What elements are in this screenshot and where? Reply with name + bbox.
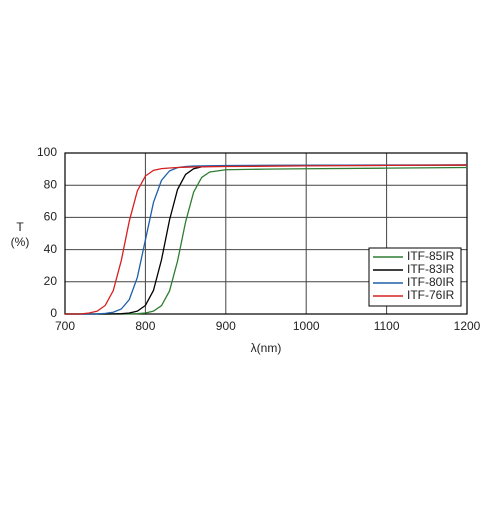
y-tick-label: 100	[37, 145, 57, 159]
y-axis-unit: (%)	[11, 235, 30, 249]
x-tick-label: 900	[216, 319, 236, 333]
x-tick-label: 700	[55, 319, 75, 333]
plot-frame	[64, 152, 468, 315]
legend-label: ITF-85IR	[407, 249, 455, 263]
x-tick-label: 800	[135, 319, 155, 333]
x-tick-label: 1200	[454, 319, 481, 333]
legend-label: ITF-76IR	[407, 288, 455, 302]
series-line	[65, 164, 468, 315]
legend-label: ITF-83IR	[407, 262, 455, 276]
y-axis-label: T	[16, 220, 24, 234]
series-line	[65, 164, 468, 315]
y-tick-label: 0	[50, 306, 57, 320]
x-tick-label: 1100	[374, 319, 400, 333]
y-tick-label: 40	[44, 242, 58, 256]
y-tick-label: 80	[44, 177, 58, 191]
x-axis-label: λ(nm)	[251, 341, 282, 355]
x-tick-label: 1000	[293, 319, 320, 333]
y-tick-label: 60	[44, 210, 58, 224]
y-tick-label: 20	[44, 274, 58, 288]
legend-label: ITF-80IR	[407, 275, 455, 289]
